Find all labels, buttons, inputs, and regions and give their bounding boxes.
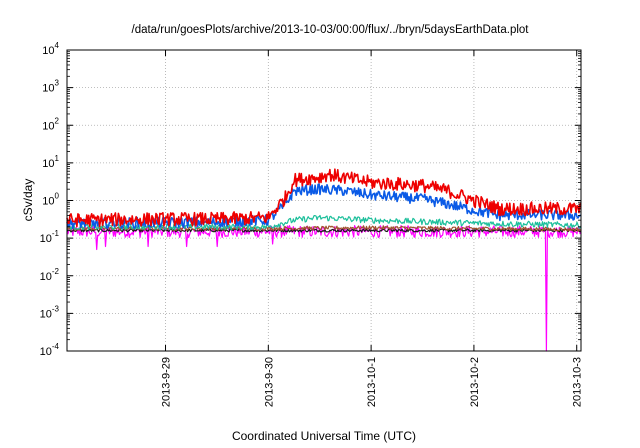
series-line (66, 168, 582, 228)
y-axis: 10-4 10-3 10-2 10-1 100 101 102 103 104 (40, 41, 581, 358)
y-tick-label: 100 (42, 192, 59, 208)
y-tick-label: 10-2 (40, 267, 60, 283)
plot-frame (66, 49, 582, 352)
y-tick-label: 103 (42, 79, 59, 95)
series-line (66, 183, 582, 230)
x-axis: 2013-9-29 2013-9-30 2013-10-1 2013-10-2 2013… (161, 50, 584, 407)
y-tick-label: 102 (42, 116, 59, 132)
plot-area (66, 49, 582, 352)
series-line (66, 214, 582, 231)
chart-title: /data/run/goesPlots/archive/2013-10-03/0… (132, 24, 530, 36)
x-tick-label: 2013-9-30 (263, 357, 275, 407)
x-tick-label: 2013-9-29 (161, 357, 173, 407)
series-layer (66, 168, 582, 352)
x-tick-label: 2013-10-1 (366, 357, 378, 407)
y-axis-label: cSv/day (21, 179, 35, 222)
series-line (66, 228, 582, 233)
x-tick-label: 2013-10-2 (469, 357, 481, 407)
x-axis-label: Coordinated Universal Time (UTC) (232, 429, 416, 443)
x-tick-label: 2013-10-3 (572, 357, 584, 407)
grid (67, 50, 581, 351)
y-tick-label: 104 (42, 41, 59, 57)
y-tick-label: 101 (42, 154, 59, 170)
y-tick-label: 10-4 (40, 342, 60, 358)
y-tick-label: 10-1 (40, 229, 60, 245)
series-line (66, 224, 582, 352)
y-tick-label: 10-3 (40, 304, 60, 320)
series-line (66, 225, 582, 232)
